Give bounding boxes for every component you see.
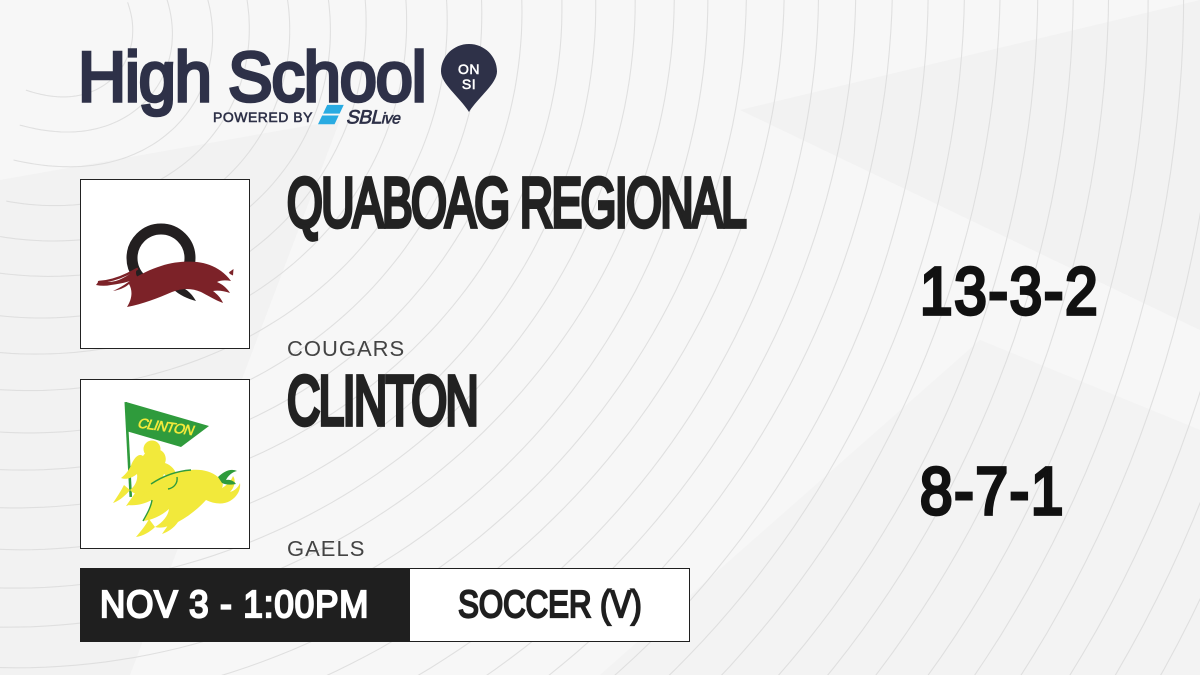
svg-text:SBLive: SBLive — [346, 107, 402, 128]
svg-text:ON: ON — [458, 61, 480, 77]
svg-text:SI: SI — [462, 76, 476, 92]
